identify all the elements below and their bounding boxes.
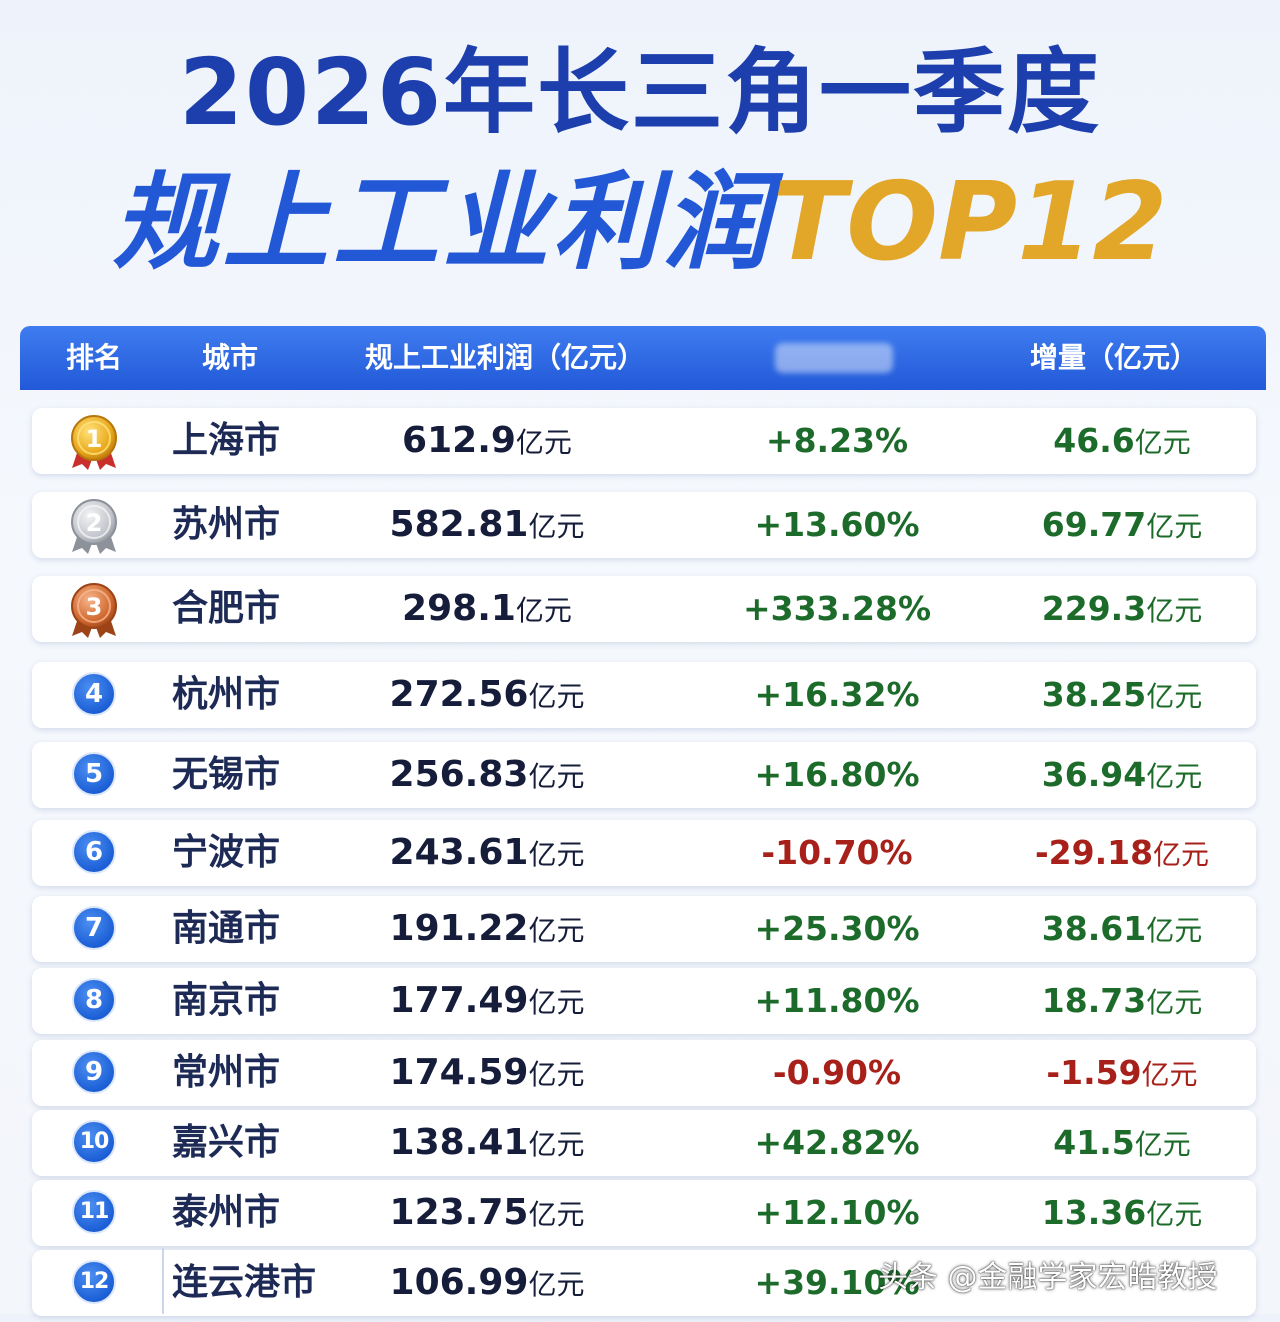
rank-badge-icon: 5 [72, 752, 118, 798]
city-name: 杭州市 [172, 674, 281, 715]
increase-value: -29.18亿元 [1034, 833, 1210, 872]
rank-number: 5 [72, 752, 116, 796]
rank-badge-icon: 8 [72, 978, 118, 1024]
profit-value: 272.56亿元 [389, 674, 585, 715]
growth-rate: +25.30% [754, 909, 920, 948]
header-city: 城市 [202, 341, 259, 374]
title-top12-text: TOP12 [772, 160, 1168, 285]
city-name: 无锡市 [172, 754, 281, 795]
increase-value: 36.94亿元 [1041, 755, 1203, 794]
profit-value: 243.61亿元 [389, 832, 585, 873]
increase-value: 69.77亿元 [1041, 505, 1203, 544]
table-header: 排名 城市 规上工业利润（亿元） 增量（亿元） [20, 326, 1266, 390]
table-row: 1 上海市 612.9亿元 +8.23% 46.6亿元 [32, 408, 1256, 474]
city-name: 上海市 [172, 420, 281, 461]
divider [162, 1248, 164, 1314]
profit-value: 123.75亿元 [389, 1192, 585, 1233]
profit-value: 191.22亿元 [389, 908, 585, 949]
rank-number: 3 [86, 593, 103, 621]
rank-number: 11 [72, 1190, 116, 1234]
rank-badge-icon: 11 [72, 1190, 118, 1236]
profit-value: 298.1亿元 [402, 588, 572, 629]
title-line-1: 2026年长三角一季度 [178, 39, 1102, 146]
increase-value: 38.25亿元 [1041, 675, 1203, 714]
city-name: 宁波市 [172, 832, 281, 873]
header-profit: 规上工业利润（亿元） [365, 341, 646, 374]
growth-rate: +11.80% [754, 981, 920, 1020]
growth-rate: +13.60% [754, 505, 920, 544]
table-row: 11 泰州市 123.75亿元 +12.10% 13.36亿元 [32, 1180, 1256, 1246]
medal-icon: 3 [71, 583, 118, 638]
rank-number: 7 [72, 906, 116, 950]
growth-rate: +42.82% [754, 1123, 920, 1162]
growth-rate: -0.90% [772, 1053, 902, 1092]
city-name: 苏州市 [172, 504, 281, 545]
increase-value: 46.6亿元 [1053, 421, 1191, 460]
growth-rate: -10.70% [761, 833, 913, 872]
table-row: 2 苏州市 582.81亿元 +13.60% 69.77亿元 [32, 492, 1256, 558]
rank-number: 10 [72, 1120, 116, 1164]
increase-value: 38.61亿元 [1041, 909, 1203, 948]
table-row: 10 嘉兴市 138.41亿元 +42.82% 41.5亿元 [32, 1110, 1256, 1176]
medal-icon: 1 [71, 415, 118, 470]
rank-number: 9 [72, 1050, 116, 1094]
rank-badge-icon: 6 [72, 830, 118, 876]
title-main-text: 规上工业利润 [112, 161, 773, 284]
title-line-2: 规上工业利润TOP12 [0, 158, 1280, 319]
city-name: 合肥市 [172, 588, 281, 629]
increase-value: 13.36亿元 [1041, 1193, 1203, 1232]
rank-badge-icon: 4 [72, 672, 118, 718]
profit-value: 612.9亿元 [402, 420, 572, 461]
city-name: 连云港市 [172, 1262, 317, 1303]
profit-value: 177.49亿元 [389, 980, 585, 1021]
rank-badge-icon: 12 [72, 1260, 118, 1306]
rank-number: 1 [86, 425, 103, 453]
increase-value: 229.3亿元 [1041, 589, 1203, 628]
rank-number: 4 [72, 672, 116, 716]
city-name: 南通市 [172, 908, 281, 949]
increase-value: 18.73亿元 [1041, 981, 1203, 1020]
city-name: 南京市 [172, 980, 281, 1021]
increase-value: 41.5亿元 [1053, 1123, 1191, 1162]
rank-number: 12 [72, 1260, 116, 1304]
table-row: 12 连云港市 106.99亿元 +39.10% [32, 1250, 1256, 1316]
rank-badge-icon: 9 [72, 1050, 118, 1096]
rank-number: 8 [72, 978, 116, 1022]
rank-badge-icon: 10 [72, 1120, 118, 1166]
profit-value: 582.81亿元 [389, 504, 585, 545]
city-name: 嘉兴市 [172, 1122, 281, 1163]
rank-badge-icon: 7 [72, 906, 118, 952]
medal-icon: 2 [71, 499, 118, 554]
table-row: 9 常州市 174.59亿元 -0.90% -1.59亿元 [32, 1040, 1256, 1106]
table-row: 8 南京市 177.49亿元 +11.80% 18.73亿元 [32, 968, 1256, 1034]
header-growth-blurred [775, 326, 893, 396]
table-row: 5 无锡市 256.83亿元 +16.80% 36.94亿元 [32, 742, 1256, 808]
header-rank: 排名 [66, 341, 123, 374]
table-row: 4 杭州市 272.56亿元 +16.32% 38.25亿元 [32, 662, 1256, 728]
city-name: 泰州市 [172, 1192, 281, 1233]
increase-value: -1.59亿元 [1046, 1053, 1198, 1092]
header-increase: 增量（亿元） [1030, 341, 1199, 374]
watermark: 头条 @金融学家宏皓教授 [878, 1260, 1218, 1295]
growth-rate: +39.10% [754, 1263, 920, 1302]
growth-rate: +12.10% [754, 1193, 920, 1232]
city-name: 常州市 [172, 1052, 281, 1093]
profit-value: 174.59亿元 [389, 1052, 585, 1093]
profit-value: 138.41亿元 [389, 1122, 585, 1163]
growth-rate: +16.32% [754, 675, 920, 714]
growth-rate: +8.23% [765, 421, 909, 460]
rank-number: 2 [86, 509, 103, 537]
growth-rate: +333.28% [742, 589, 932, 628]
table-row: 6 宁波市 243.61亿元 -10.70% -29.18亿元 [32, 820, 1256, 886]
table-row: 7 南通市 191.22亿元 +25.30% 38.61亿元 [32, 896, 1256, 962]
profit-value: 106.99亿元 [389, 1262, 585, 1303]
rank-number: 6 [72, 830, 116, 874]
growth-rate: +16.80% [754, 755, 920, 794]
profit-value: 256.83亿元 [389, 754, 585, 795]
table-row: 3 合肥市 298.1亿元 +333.28% 229.3亿元 [32, 576, 1256, 642]
